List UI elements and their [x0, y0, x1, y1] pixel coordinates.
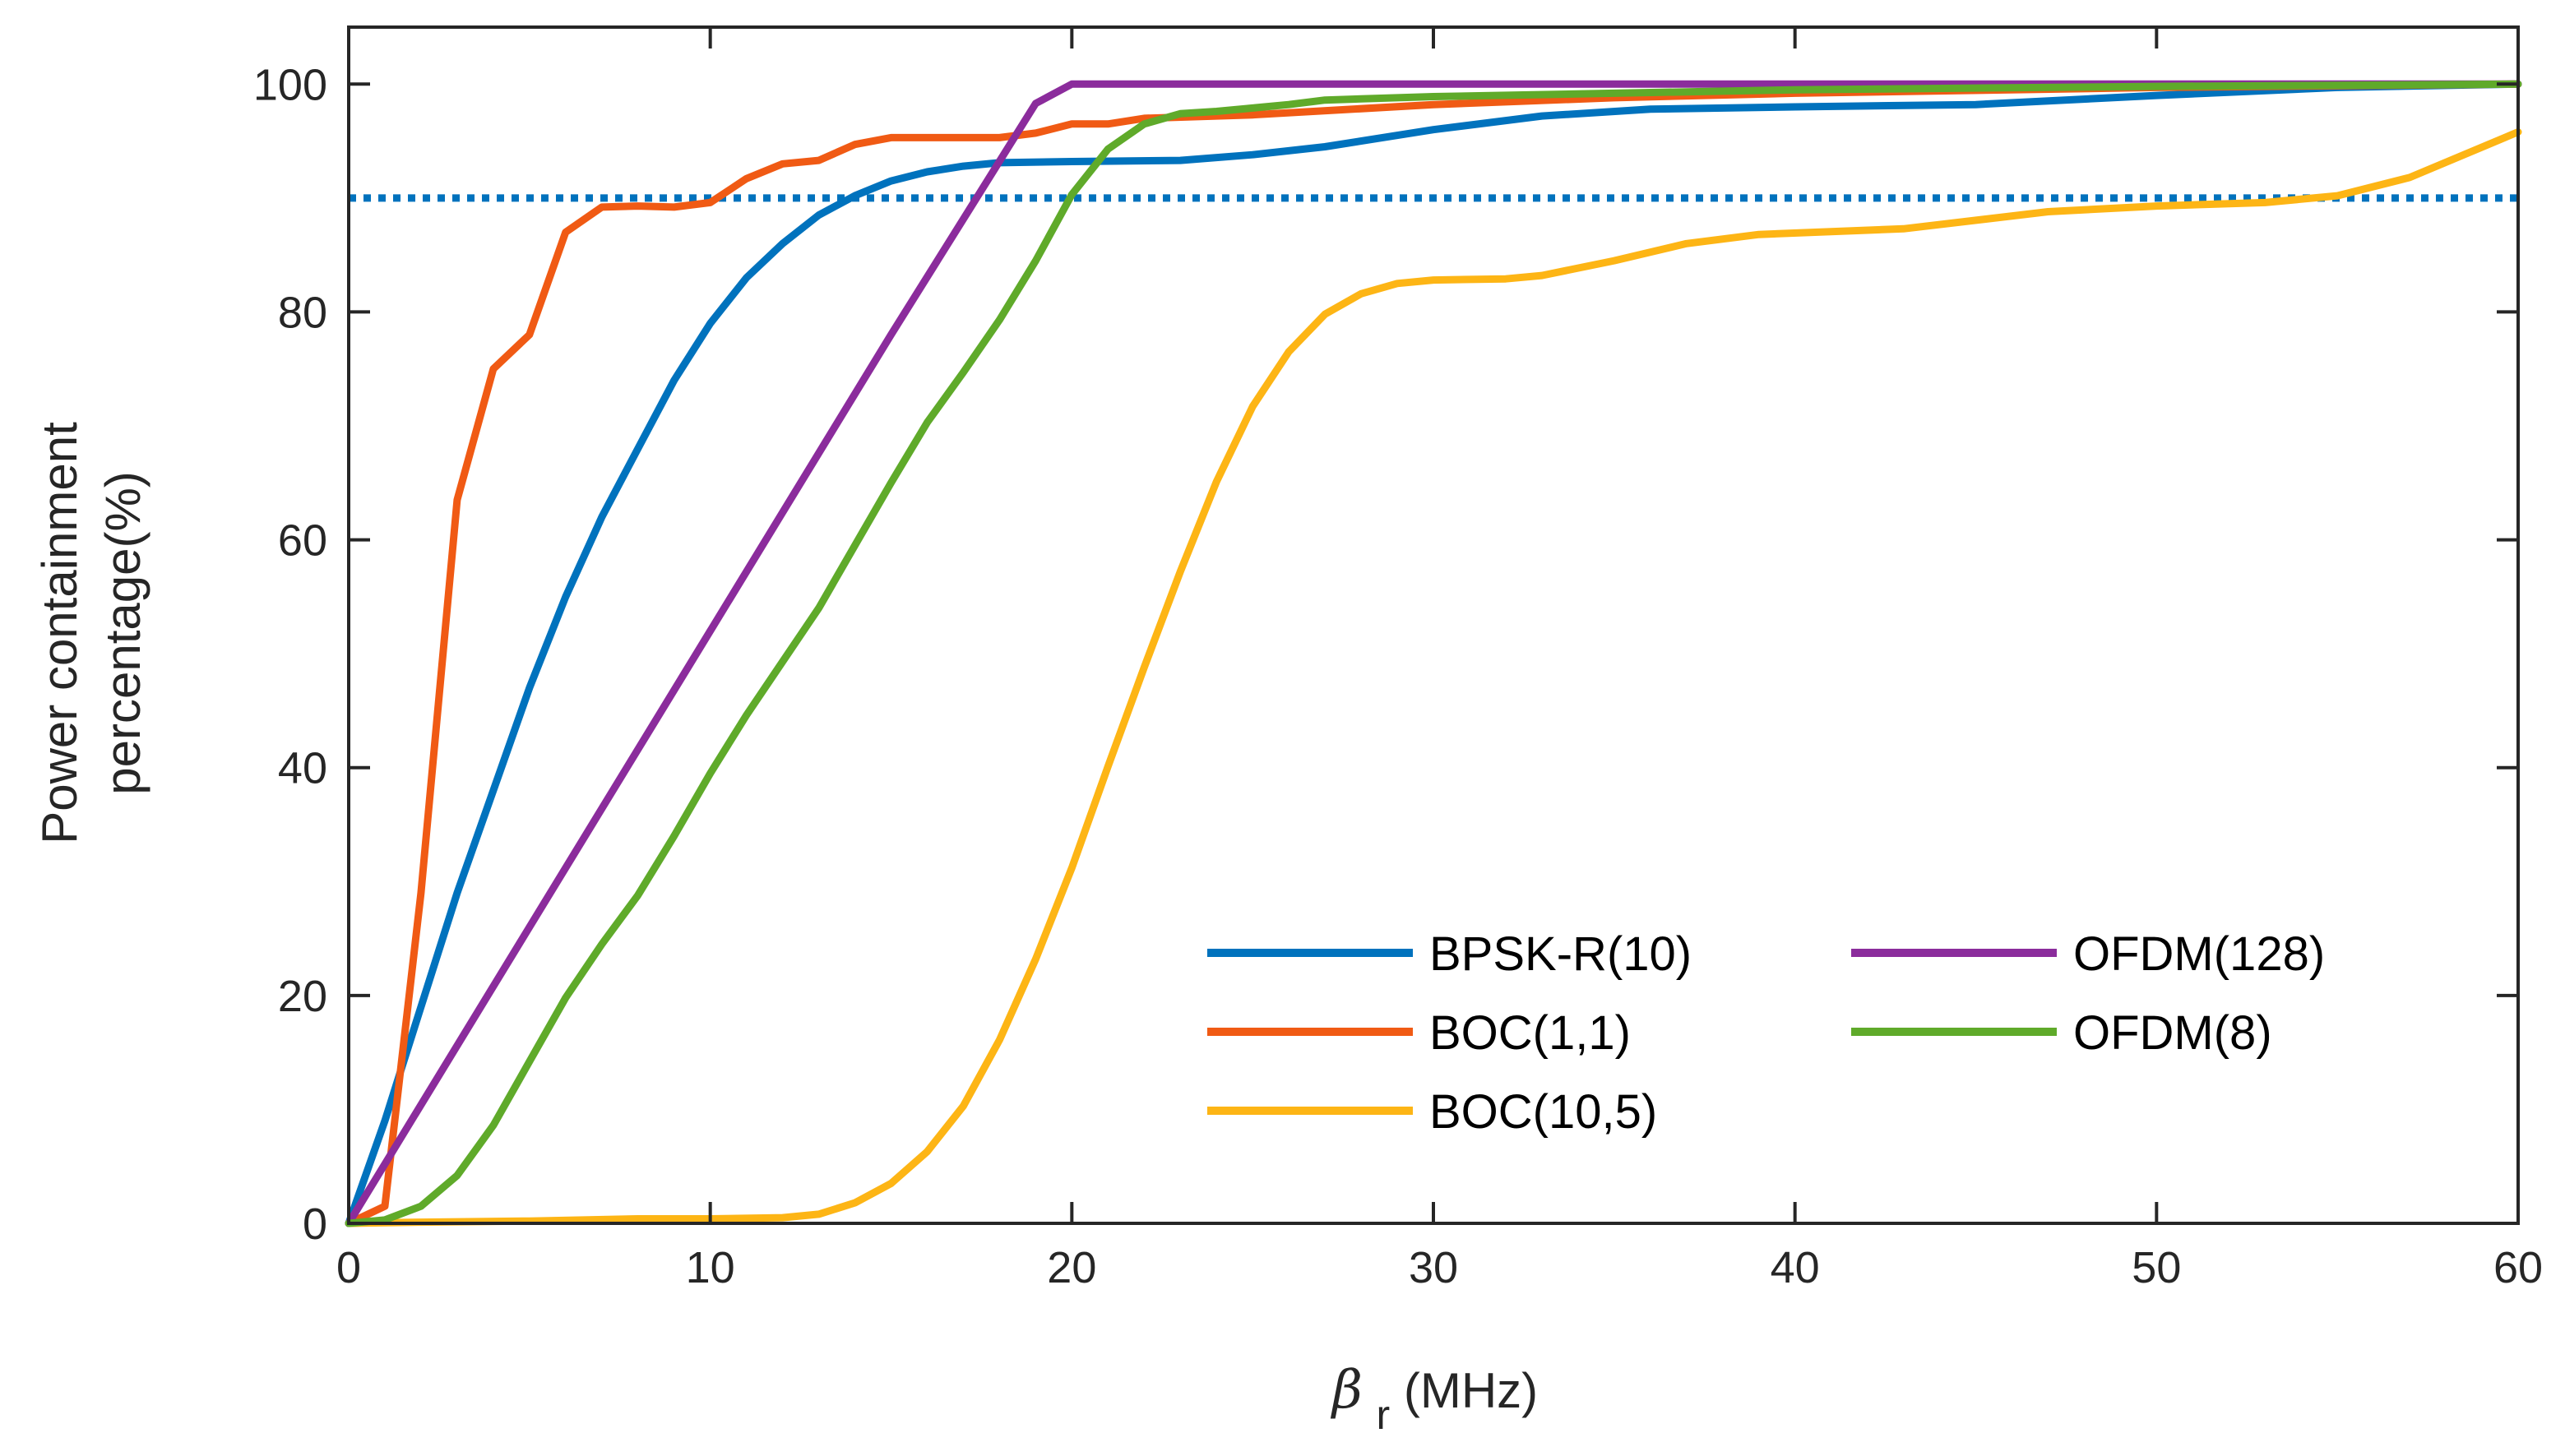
legend-label-ofdm-128: OFDM(128) — [2073, 927, 2325, 981]
x-tick-label: 20 — [1047, 1243, 1096, 1292]
x-axis-label-symbol: β — [1331, 1360, 1363, 1421]
series-line-boc-1-1 — [345, 80, 2522, 1227]
legend-label-ofdm-8: OFDM(8) — [2073, 1006, 2272, 1060]
x-tick-label: 30 — [1409, 1243, 1458, 1292]
x-axis-label-subscript: r — [1377, 1392, 1391, 1438]
plot-area — [345, 25, 2522, 1227]
y-tick-label: 80 — [278, 288, 327, 337]
y-tick-label: 100 — [253, 60, 327, 109]
y-tick-label: 40 — [278, 744, 327, 793]
y-tick-label: 60 — [278, 516, 327, 566]
x-axis-ticks: 0 10 20 30 40 50 60 — [336, 27, 2543, 1292]
series-line-ofdm-8 — [345, 80, 2522, 1227]
x-tick-label: 60 — [2493, 1243, 2543, 1292]
series-line-bpsk-r-10 — [345, 80, 2522, 1227]
series-line-ofdm-128 — [345, 80, 2522, 1227]
x-tick-label: 40 — [1771, 1243, 1820, 1292]
x-axis-label: β r (MHz) — [1331, 1360, 1538, 1440]
legend: BPSK-R(10) BOC(1,1) BOC(10,5) OFDM(128) OFDM… — [1207, 927, 2325, 1139]
x-axis-label-unit: (MHz) — [1404, 1363, 1538, 1418]
y-axis-label-line-1: Power containment — [32, 422, 87, 844]
series-line-boc-10-5 — [345, 128, 2522, 1227]
x-tick-label: 10 — [686, 1243, 735, 1292]
x-tick-label: 50 — [2132, 1243, 2181, 1292]
y-tick-label: 0 — [303, 1199, 327, 1249]
y-tick-label: 20 — [278, 972, 327, 1021]
legend-label-boc-1-1: BOC(1,1) — [1429, 1006, 1631, 1060]
legend-label-bpsk-r-10: BPSK-R(10) — [1429, 927, 1692, 981]
y-axis-label-line-2: percentage(%) — [95, 471, 150, 795]
legend-label-boc-10-5: BOC(10,5) — [1429, 1085, 1657, 1139]
x-tick-label: 0 — [336, 1243, 361, 1292]
y-axis-ticks: 0 20 40 60 80 100 — [253, 60, 2518, 1249]
